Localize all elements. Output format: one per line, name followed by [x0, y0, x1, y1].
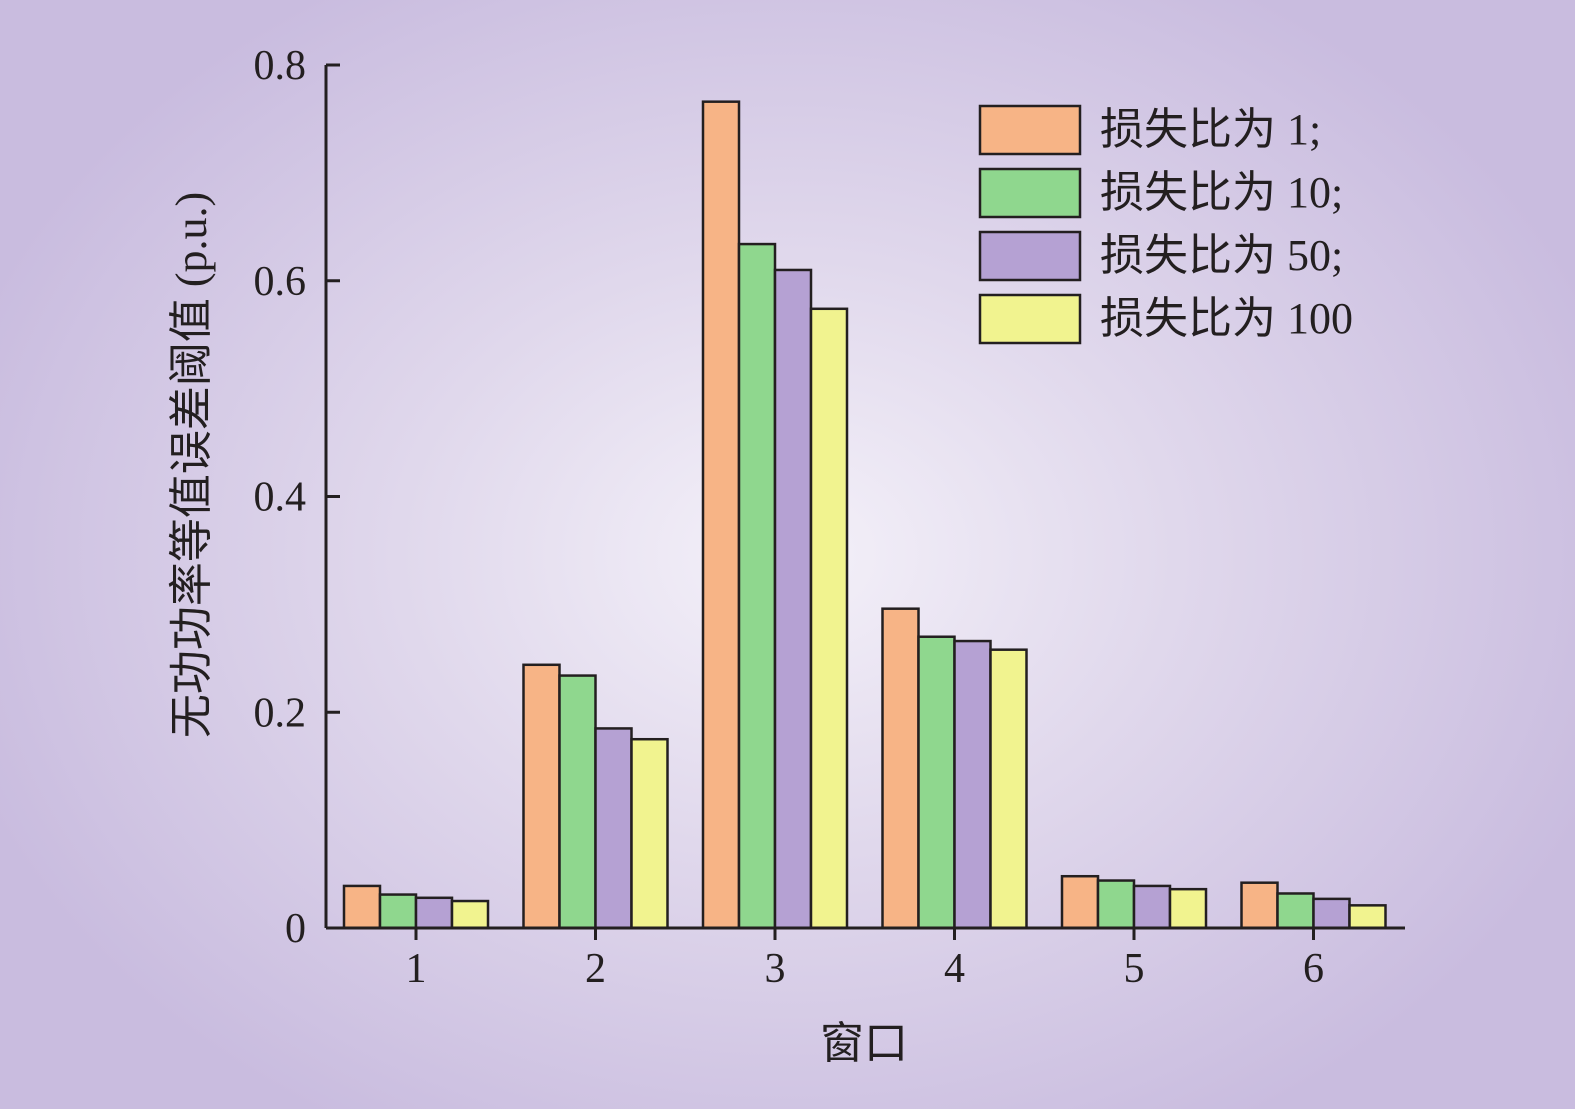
bar-series-3-window-3 [773, 268, 813, 930]
bar-series-4-window-1 [450, 899, 490, 930]
x-tick-label: 1 [406, 946, 427, 992]
bar-series-1-window-1 [342, 884, 382, 930]
y-ticks-group: 0 0.2 0.4 0.6 0.8 [254, 43, 340, 952]
y-tick-label: 0.6 [254, 259, 307, 305]
x-tick-label: 5 [1124, 946, 1145, 992]
bar-series-2-window-3 [737, 242, 777, 930]
x-tick-label: 3 [765, 946, 786, 992]
y-axis-title: 无功功率等值误差阈值 (p.u.) [167, 192, 216, 738]
y-tick-label: 0.8 [254, 43, 307, 89]
x-tick-label: 4 [944, 946, 965, 992]
bar-series-2-window-6 [1276, 892, 1315, 930]
bar-series-4-window-4 [989, 648, 1028, 930]
bar-series-4-window-5 [1168, 887, 1208, 930]
bar-series-3-window-1 [414, 896, 454, 930]
legend-item-3: 损失比为 50; [978, 230, 1343, 282]
bar-series-4-window-3 [809, 307, 849, 930]
bar-series-2-window-1 [378, 893, 418, 930]
bar-series-1-window-5 [1060, 874, 1100, 930]
bars-group [342, 100, 1387, 930]
legend-item-4: 损失比为 100 [978, 293, 1353, 345]
legend-label: 损失比为 100 [1100, 294, 1353, 343]
x-tick-label: 2 [585, 946, 606, 992]
bar-series-2-window-2 [558, 674, 597, 930]
legend-item-2: 损失比为 10; [978, 167, 1343, 219]
bar-series-1-window-6 [1240, 881, 1279, 930]
legend-label: 损失比为 1; [1100, 105, 1321, 154]
bar-series-3-window-2 [594, 727, 633, 930]
bar-series-2-window-5 [1096, 879, 1136, 930]
x-axis-title: 窗口 [820, 1019, 908, 1068]
bar-series-4-window-2 [630, 737, 669, 930]
x-ticks-group: 1 2 3 4 5 6 [406, 928, 1324, 992]
y-tick-label: 0.2 [254, 690, 307, 736]
bar-series-3-window-5 [1132, 884, 1172, 930]
bar-series-4-window-6 [1348, 904, 1387, 930]
bar-series-3-window-6 [1312, 897, 1351, 930]
y-tick-label: 0 [285, 906, 306, 952]
x-tick-label: 6 [1303, 946, 1324, 992]
bar-series-2-window-4 [917, 635, 956, 930]
bar-series-1-window-3 [701, 100, 741, 930]
legend-swatch [978, 293, 1082, 345]
legend-swatch [978, 104, 1082, 156]
legend-label: 损失比为 10; [1100, 168, 1343, 217]
legend-label: 损失比为 50; [1100, 231, 1343, 280]
bar-series-3-window-4 [953, 639, 992, 930]
legend-item-1: 损失比为 1; [978, 104, 1321, 156]
bar-series-1-window-4 [881, 607, 920, 930]
legend-swatch [978, 230, 1082, 282]
y-tick-label: 0.4 [254, 475, 307, 521]
bar-series-1-window-2 [522, 663, 561, 930]
legend: 损失比为 1; 损失比为 10; 损失比为 50; 损失比为 100 [978, 104, 1353, 345]
legend-swatch [978, 167, 1082, 219]
